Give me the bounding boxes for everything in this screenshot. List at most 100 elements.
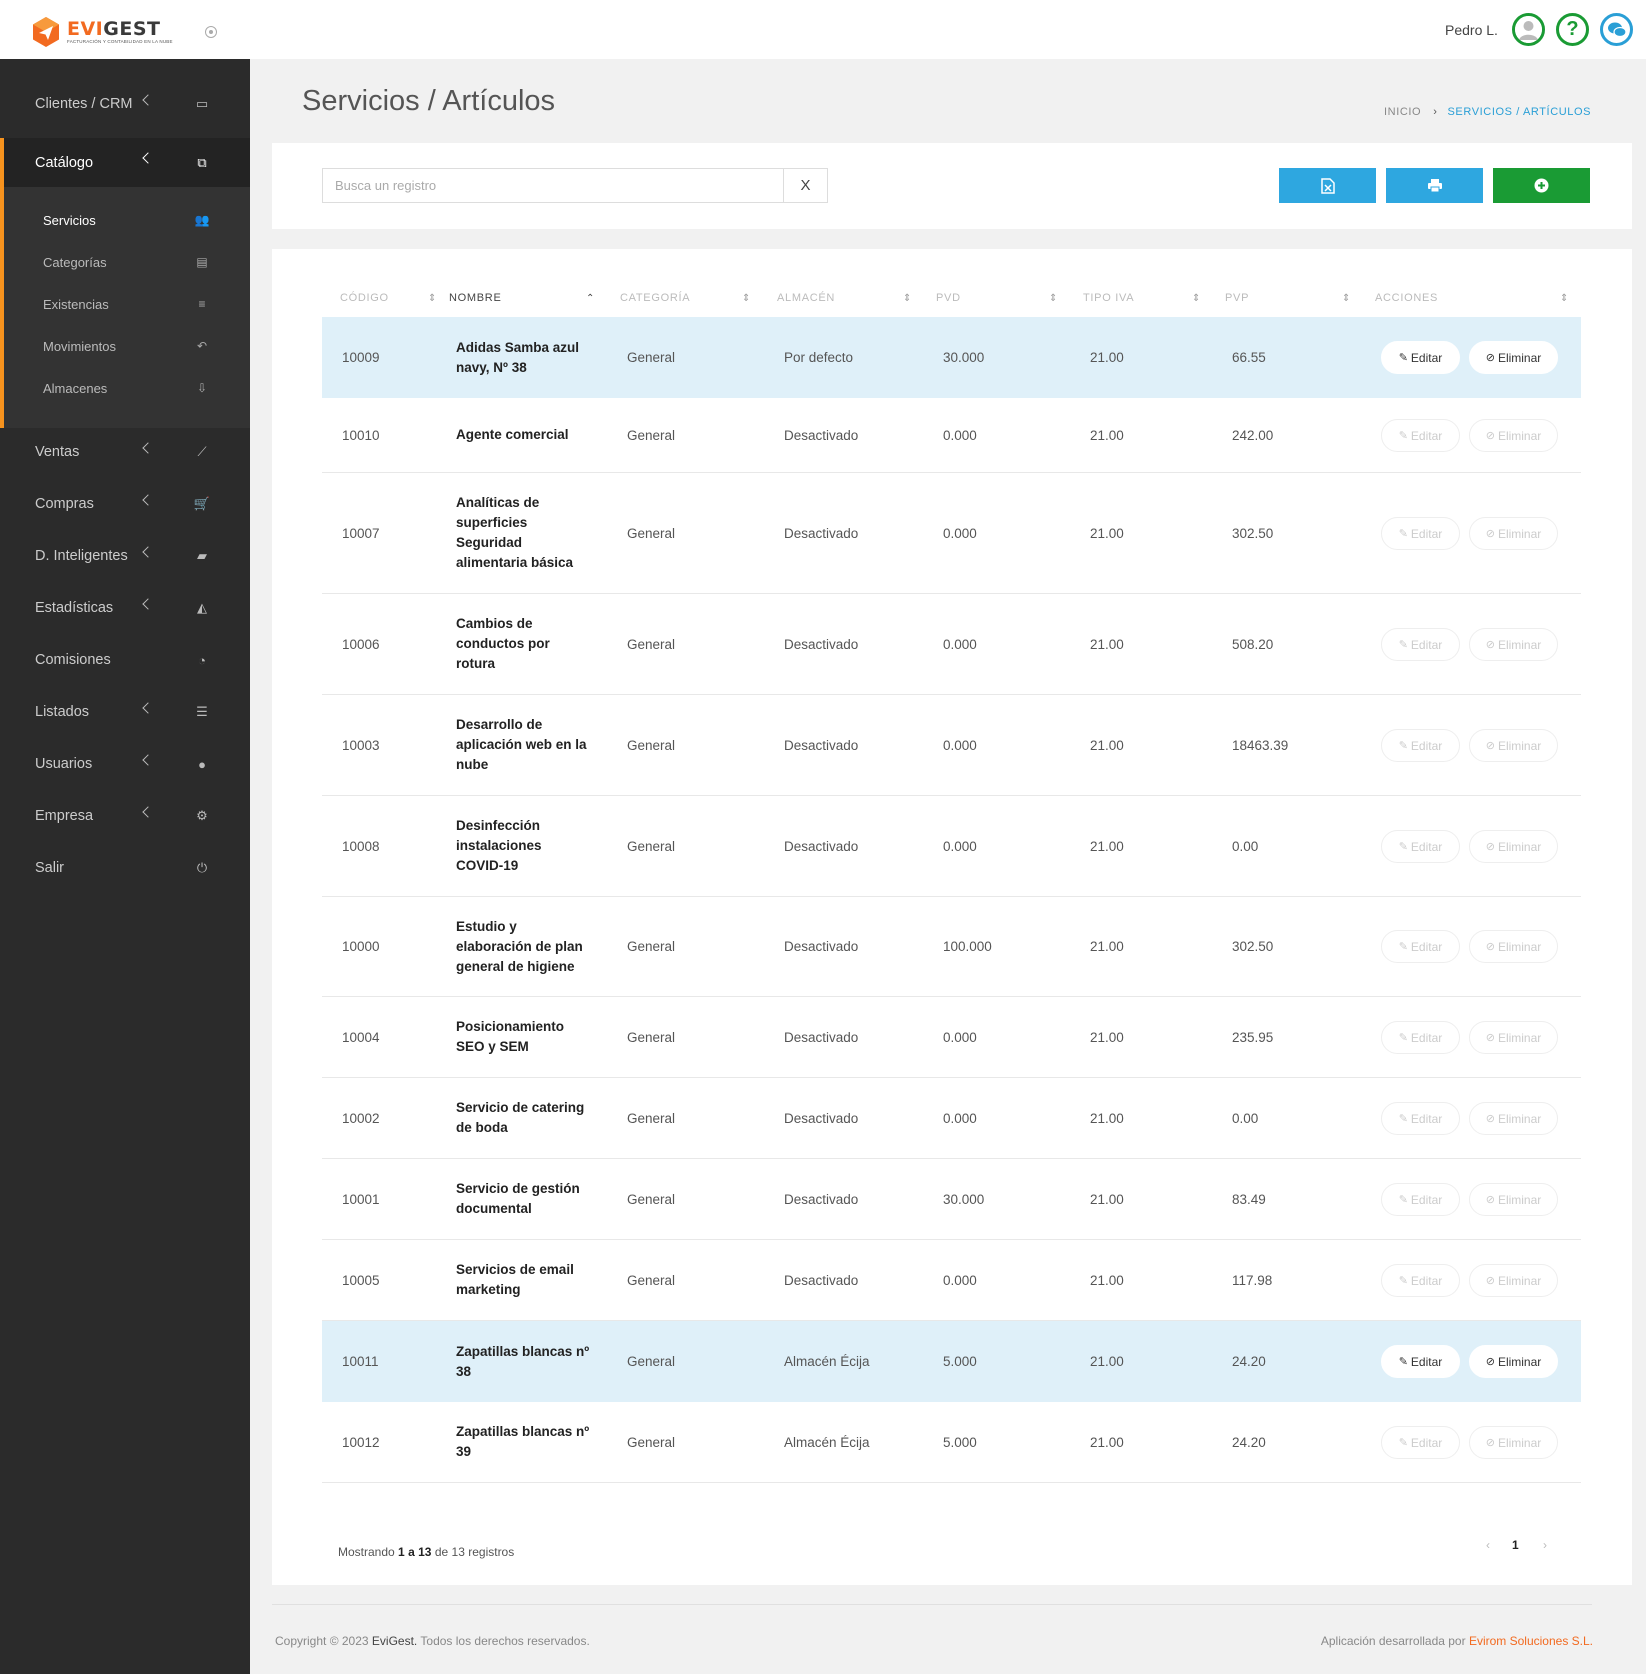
- table-row[interactable]: 10009 Adidas Samba azul navy, Nº 38 Genera…: [322, 317, 1581, 398]
- table-row[interactable]: 10012 Zapatillas blancas nº 39 General Alma…: [322, 1402, 1581, 1483]
- delete-button[interactable]: ⊘ Eliminar: [1469, 1102, 1558, 1135]
- delete-button[interactable]: ⊘ Eliminar: [1469, 1426, 1558, 1459]
- sidebar-item-salir[interactable]: Salir ⏻: [0, 844, 250, 892]
- edit-button[interactable]: ✎ Editar: [1381, 628, 1460, 661]
- cell-nombre: Posicionamiento SEO y SEM: [456, 1019, 565, 1054]
- delete-label: Eliminar: [1497, 738, 1542, 753]
- delete-button[interactable]: ⊘ Eliminar: [1469, 341, 1558, 374]
- column-header-nombre[interactable]: NOMBRE ⌃: [449, 279, 594, 317]
- pager-next-button[interactable]: ›: [1543, 1538, 1547, 1552]
- sidebar-item-listados[interactable]: Listados ☰: [0, 688, 250, 736]
- table-row[interactable]: 10001 Servicio de gestión documental Gener…: [322, 1159, 1581, 1240]
- table-row[interactable]: 10011 Zapatillas blancas nº 38 General Alma…: [322, 1321, 1581, 1402]
- username[interactable]: Pedro L.: [1445, 22, 1498, 38]
- search-input[interactable]: [322, 168, 784, 203]
- table-row[interactable]: 10007 Analíticas de superficies Seguridad…: [322, 473, 1581, 594]
- chat-icon[interactable]: [1600, 13, 1633, 46]
- sidebar-item-empresa[interactable]: Empresa ⚙: [0, 792, 250, 840]
- chevron-left-icon: [142, 806, 154, 818]
- edit-label: Editar: [1410, 428, 1443, 443]
- edit-label: Editar: [1410, 1273, 1443, 1288]
- sidebar-toggle-icon[interactable]: [205, 26, 217, 38]
- column-header-almacen[interactable]: ALMACÉN ⇕: [777, 279, 911, 317]
- search-clear-button[interactable]: X: [784, 168, 828, 203]
- edit-button[interactable]: ✎ Editar: [1381, 517, 1460, 550]
- cell-pvd: 0.000: [943, 838, 977, 854]
- edit-button[interactable]: ✎ Editar: [1381, 930, 1460, 963]
- print-button[interactable]: [1386, 168, 1483, 203]
- delete-button[interactable]: ⊘ Eliminar: [1469, 1183, 1558, 1216]
- table-row[interactable]: 10002 Servicio de catering de boda General…: [322, 1078, 1581, 1159]
- edit-label: Editar: [1410, 939, 1443, 954]
- edit-button[interactable]: ✎ Editar: [1381, 341, 1460, 374]
- breadcrumb-current[interactable]: SERVICIOS / ARTÍCULOS: [1447, 106, 1592, 118]
- edit-button[interactable]: ✎ Editar: [1381, 729, 1460, 762]
- sidebar-item-d-inteligentes[interactable]: D. Inteligentes ▰: [0, 532, 250, 580]
- sidebar-subitem-categorias[interactable]: Categorías ▤: [4, 242, 250, 282]
- delete-button[interactable]: ⊘ Eliminar: [1469, 1021, 1558, 1054]
- sidebar-item-usuarios[interactable]: Usuarios ●: [0, 740, 250, 788]
- chevron-left-icon: [142, 494, 154, 506]
- table-row[interactable]: 10005 Servicios de email marketing General…: [322, 1240, 1581, 1321]
- delete-button[interactable]: ⊘ Eliminar: [1469, 517, 1558, 550]
- sidebar-item-compras[interactable]: Compras 🛒: [0, 480, 250, 528]
- sidebar-item-catalogo[interactable]: Catálogo ⧉: [0, 138, 250, 187]
- chevron-left-icon: [142, 598, 154, 610]
- credit-brand-link[interactable]: Evirom Soluciones S.L.: [1468, 1634, 1593, 1648]
- gear-icon: ⚙: [196, 808, 208, 823]
- sidebar-item-comisiones[interactable]: Comisiones ◔: [0, 636, 250, 684]
- sort-icon: ⇕: [1342, 292, 1352, 304]
- delete-button[interactable]: ⊘ Eliminar: [1469, 419, 1558, 452]
- column-header-acciones[interactable]: ACCIONES ⇕: [1375, 279, 1568, 317]
- delete-button[interactable]: ⊘ Eliminar: [1469, 628, 1558, 661]
- cell-almacen: Desactivado: [784, 1272, 859, 1288]
- ban-icon: ⊘: [1485, 1194, 1495, 1206]
- sidebar-subitem-movimientos[interactable]: Movimientos ↶: [4, 326, 250, 366]
- table-row[interactable]: 10006 Cambios de conductos por rotura Gene…: [322, 594, 1581, 695]
- edit-button[interactable]: ✎ Editar: [1381, 1021, 1460, 1054]
- add-record-button[interactable]: [1493, 168, 1590, 203]
- column-header-codigo[interactable]: CÓDIGO ⇕: [340, 279, 436, 317]
- user-avatar-icon[interactable]: [1512, 13, 1545, 46]
- edit-button[interactable]: ✎ Editar: [1381, 419, 1460, 452]
- edit-button[interactable]: ✎ Editar: [1381, 1264, 1460, 1297]
- sidebar-item-ventas[interactable]: Ventas ⟋: [0, 428, 250, 476]
- delete-button[interactable]: ⊘ Eliminar: [1469, 729, 1558, 762]
- edit-button[interactable]: ✎ Editar: [1381, 830, 1460, 863]
- breadcrumb-home[interactable]: INICIO: [1384, 106, 1422, 118]
- sidebar-subitem-existencias[interactable]: Existencias ≡: [4, 284, 250, 324]
- sidebar-subitem-servicios[interactable]: Servicios 👥: [4, 200, 250, 240]
- edit-button[interactable]: ✎ Editar: [1381, 1345, 1460, 1378]
- delete-button[interactable]: ⊘ Eliminar: [1469, 1345, 1558, 1378]
- help-icon[interactable]: ?: [1556, 13, 1589, 46]
- column-header-tipo-iva[interactable]: TIPO IVA ⇕: [1083, 279, 1200, 317]
- copy-icon: ⧉: [197, 154, 207, 170]
- edit-button[interactable]: ✎ Editar: [1381, 1183, 1460, 1216]
- sidebar-item-estadisticas[interactable]: Estadísticas ◭: [0, 584, 250, 632]
- table-row[interactable]: 10003 Desarrollo de aplicación web en la …: [322, 695, 1581, 796]
- delete-button[interactable]: ⊘ Eliminar: [1469, 1264, 1558, 1297]
- evigest-logo[interactable]: EVIGEST FACTURACIÓN Y CONTABILIDAD EN LA…: [30, 16, 172, 48]
- delete-button[interactable]: ⊘ Eliminar: [1469, 930, 1558, 963]
- table-row[interactable]: 10010 Agente comercial General Desactivado 0…: [322, 398, 1581, 473]
- pager-page-1[interactable]: 1: [1512, 1538, 1519, 1552]
- cell-codigo: 10000: [342, 939, 380, 954]
- column-header-pvd[interactable]: PVD ⇕: [936, 279, 1057, 317]
- delete-button[interactable]: ⊘ Eliminar: [1469, 830, 1558, 863]
- file-excel-icon: [1320, 177, 1335, 194]
- sidebar-item-clientes[interactable]: Clientes / CRM ▭: [0, 80, 250, 128]
- sort-icon: ⇕: [1049, 292, 1059, 304]
- pager-prev-button[interactable]: ‹: [1486, 1538, 1490, 1552]
- column-header-pvp[interactable]: PVP ⇕: [1225, 279, 1350, 317]
- edit-button[interactable]: ✎ Editar: [1381, 1426, 1460, 1459]
- cell-pvd: 5.000: [943, 1434, 977, 1450]
- edit-button[interactable]: ✎ Editar: [1381, 1102, 1460, 1135]
- table-row[interactable]: 10000 Estudio y elaboración de plan gener…: [322, 897, 1581, 997]
- export-excel-button[interactable]: [1279, 168, 1376, 203]
- sidebar-subitem-almacenes[interactable]: Almacenes ⇩: [4, 368, 250, 408]
- column-label: PVP: [1225, 292, 1250, 304]
- table-row[interactable]: 10008 Desinfección instalaciones COVID-19…: [322, 796, 1581, 897]
- table-row[interactable]: 10004 Posicionamiento SEO y SEM General Des…: [322, 997, 1581, 1078]
- delete-label: Eliminar: [1497, 1111, 1542, 1126]
- column-header-categoria[interactable]: CATEGORÍA ⇕: [620, 279, 750, 317]
